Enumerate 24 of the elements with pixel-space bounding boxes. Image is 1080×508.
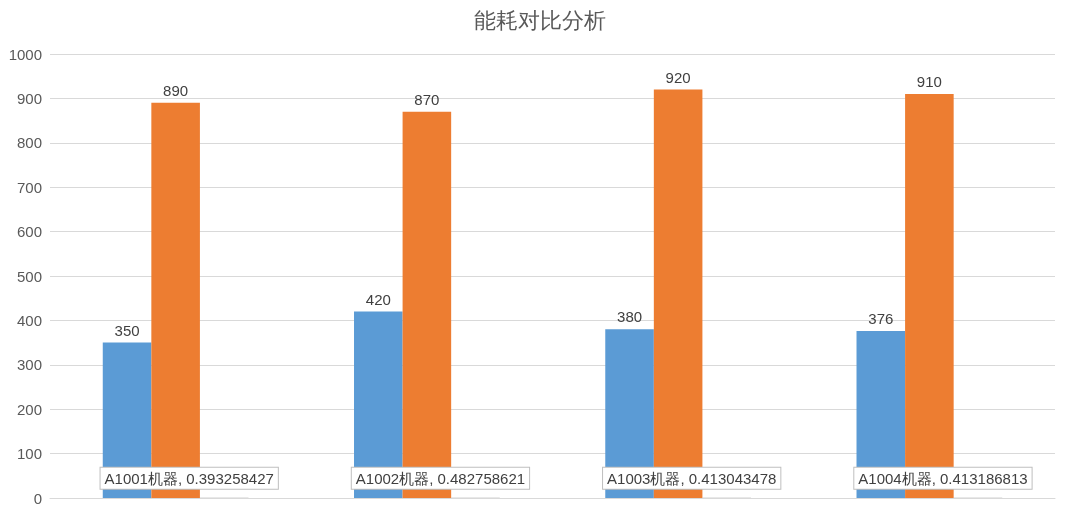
y-tick-label: 800 bbox=[16, 134, 42, 152]
data-label: 870 bbox=[414, 90, 440, 108]
data-label: A1003机器, 0.413043478 bbox=[607, 469, 777, 487]
data-label: 350 bbox=[114, 321, 140, 339]
chart-title: 能耗对比分析 bbox=[474, 7, 606, 33]
y-tick-label: 300 bbox=[16, 356, 42, 374]
y-tick-label: 1000 bbox=[8, 45, 42, 63]
y-tick-label: 200 bbox=[16, 400, 42, 418]
data-label: 420 bbox=[365, 290, 391, 308]
y-tick-label: 600 bbox=[16, 223, 42, 241]
data-label: A1001机器, 0.393258427 bbox=[104, 469, 274, 487]
y-tick-label: 100 bbox=[16, 445, 42, 463]
y-tick-label: 500 bbox=[16, 267, 42, 285]
data-label: 920 bbox=[665, 68, 691, 86]
y-tick-label: 0 bbox=[33, 489, 42, 507]
data-label: 380 bbox=[617, 308, 643, 326]
y-tick-label: 900 bbox=[16, 89, 42, 107]
data-label: 890 bbox=[163, 81, 189, 99]
data-label: 376 bbox=[868, 310, 894, 328]
y-tick-label: 400 bbox=[16, 311, 42, 329]
data-label: A1002机器, 0.482758621 bbox=[355, 469, 526, 487]
data-label: A1004机器, 0.413186813 bbox=[858, 469, 1028, 487]
data-label: 910 bbox=[916, 72, 942, 90]
y-tick-label: 700 bbox=[16, 178, 42, 196]
